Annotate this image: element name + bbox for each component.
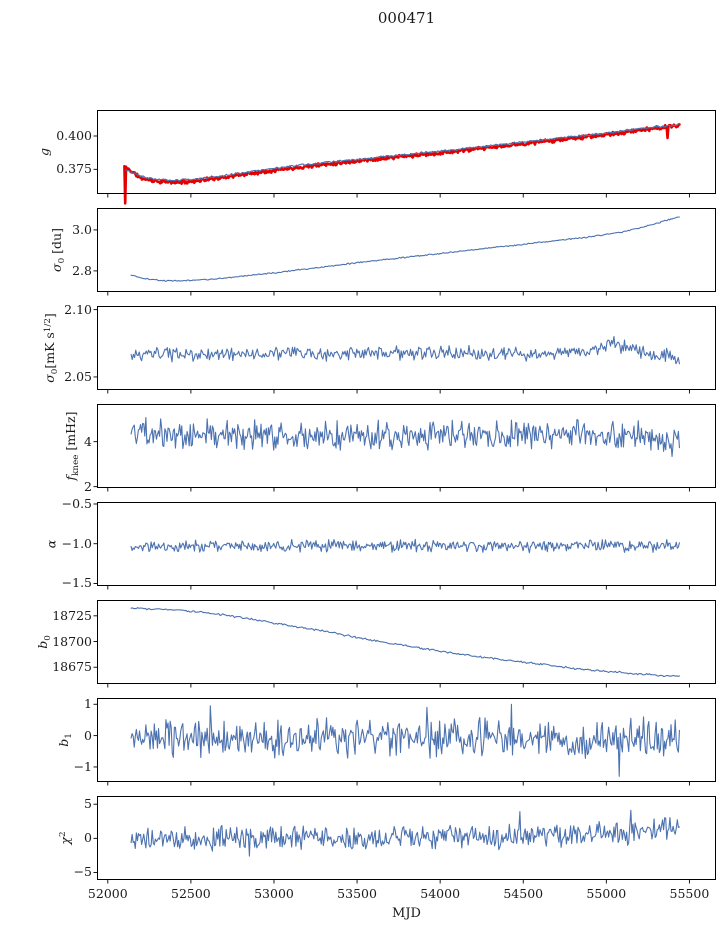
y-tick-label-b0: 18725 — [52, 607, 92, 623]
y-axis-label-b0: b0 — [35, 635, 53, 649]
y-tick-label-g: 0.400 — [56, 128, 92, 143]
series-alpha-values — [130, 538, 680, 554]
series-sigma0-du-values — [130, 216, 680, 282]
y-tick-label-b0: 18675 — [52, 659, 92, 675]
panel-alpha — [93, 502, 716, 590]
y-tick-label-b1: −1 — [73, 758, 92, 774]
axes-spines — [97, 698, 716, 782]
plot-area-g — [93, 110, 716, 205]
plot-area-alpha — [93, 502, 716, 590]
figure-title: 000471 — [377, 9, 436, 27]
x-tick-label: 54500 — [503, 886, 544, 901]
x-axis-label: MJD — [392, 906, 421, 921]
y-axis-label-b1: b1 — [56, 733, 74, 747]
y-tick-label-alpha: −1.0 — [61, 535, 92, 551]
series-chi2-values — [130, 809, 680, 857]
y-tick-label-alpha: −0.5 — [61, 495, 92, 511]
y-axis-label-chi2: χ2 — [57, 831, 73, 845]
axes-spines — [97, 110, 716, 194]
y-tick-label-sigma0-mks: 2.05 — [64, 368, 92, 384]
y-tick-label-sigma0-mks: 2.10 — [64, 301, 92, 317]
y-tick-label-alpha: −1.5 — [61, 575, 92, 591]
y-tick-label-b0: 18700 — [52, 633, 92, 649]
x-tick-label: 52000 — [87, 886, 128, 901]
y-tick-label-sigma0-du: 3.0 — [72, 221, 92, 237]
axes-spines — [97, 796, 716, 880]
plot-area-sigma0-mks — [93, 306, 716, 394]
y-axis-label-alpha: α — [43, 539, 59, 549]
y-tick-label-chi2: 5 — [84, 796, 92, 812]
x-tick-label: 53000 — [254, 886, 294, 901]
panel-g — [93, 110, 716, 205]
panel-sigma0-mks — [93, 306, 716, 394]
series-b0-values — [130, 607, 680, 678]
series-g-smooth-blue — [125, 122, 681, 182]
y-axis-label-sigma0-du: σ0 [du] — [49, 228, 67, 272]
series-g-raw-red — [123, 123, 681, 205]
axes-spines — [97, 600, 716, 684]
plot-area-b0 — [93, 600, 716, 688]
y-axis-label-fknee: fknee [mHz] — [63, 411, 81, 481]
y-tick-label-b1: 0 — [84, 727, 92, 743]
panel-b0 — [93, 600, 716, 688]
plot-area-chi2 — [93, 796, 716, 884]
panel-sigma0-du — [93, 208, 716, 296]
plot-area-sigma0-du — [93, 208, 716, 296]
y-tick-label-fknee: 4 — [84, 433, 92, 449]
series-fknee-values — [130, 416, 680, 457]
y-tick-label-g: 0.375 — [56, 161, 92, 177]
x-tick-label: 55000 — [586, 886, 627, 901]
series-b1-values — [130, 703, 680, 777]
panel-fknee — [93, 404, 716, 492]
panel-b1 — [93, 698, 716, 786]
axes-spines — [97, 404, 716, 488]
y-tick-label-fknee: 2 — [84, 478, 92, 494]
y-tick-label-chi2: 0 — [84, 830, 92, 846]
y-tick-label-chi2: −5 — [73, 864, 92, 880]
plot-area-b1 — [93, 698, 716, 786]
x-tick-label: 55500 — [669, 886, 710, 901]
y-axis-label-sigma0-mks: σ0[mK s1/2] — [42, 313, 60, 383]
x-tick-label: 53500 — [337, 886, 377, 901]
series-sigma0-mks-values — [130, 335, 680, 365]
x-tick-label: 54000 — [420, 886, 461, 901]
y-axis-label-g: g — [36, 147, 52, 157]
panel-chi2 — [93, 796, 716, 884]
y-tick-label-b1: 1 — [84, 696, 92, 712]
axes-spines — [97, 208, 716, 292]
axes-spines — [97, 306, 716, 390]
axes-spines — [97, 502, 716, 586]
y-tick-label-sigma0-du: 2.8 — [72, 262, 92, 278]
x-tick-label: 52500 — [170, 886, 211, 901]
plot-area-fknee — [93, 404, 716, 492]
